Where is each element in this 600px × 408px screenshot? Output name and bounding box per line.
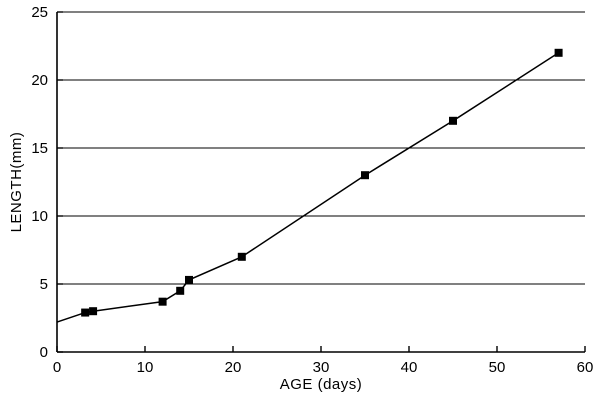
data-point (158, 297, 167, 306)
data-point (81, 308, 90, 317)
data-point (361, 171, 369, 180)
axes (56, 12, 585, 353)
gridlines (57, 11, 585, 285)
data-point (237, 252, 246, 261)
y-tick-label: 10 (31, 208, 48, 225)
data-point (185, 275, 193, 284)
y-axis-label: LENGTH(mm) (8, 131, 25, 233)
data-point (554, 48, 563, 57)
y-tick-label: 5 (40, 276, 48, 293)
y-tick-label: 15 (31, 140, 48, 157)
y-tick-label: 25 (31, 4, 48, 21)
x-tick-label: 50 (489, 359, 506, 376)
x-tick-label: 0 (53, 359, 61, 376)
x-tick-label: 40 (401, 359, 418, 376)
data-point (89, 307, 98, 316)
x-tick-label: 60 (577, 359, 594, 376)
data-line (56, 52, 560, 323)
data-point (176, 286, 185, 295)
x-tick-label: 30 (313, 359, 330, 376)
data-point (449, 116, 457, 125)
ticks: 0 10 20 30 40 50 60 0 5 10 15 20 25 (31, 4, 593, 376)
y-tick-label: 20 (31, 72, 48, 89)
data-points (81, 48, 563, 317)
y-tick-label: 0 (40, 344, 48, 361)
x-axis-label: AGE (days) (279, 376, 363, 393)
x-tick-label: 10 (137, 359, 154, 376)
x-tick-label: 20 (225, 359, 242, 376)
